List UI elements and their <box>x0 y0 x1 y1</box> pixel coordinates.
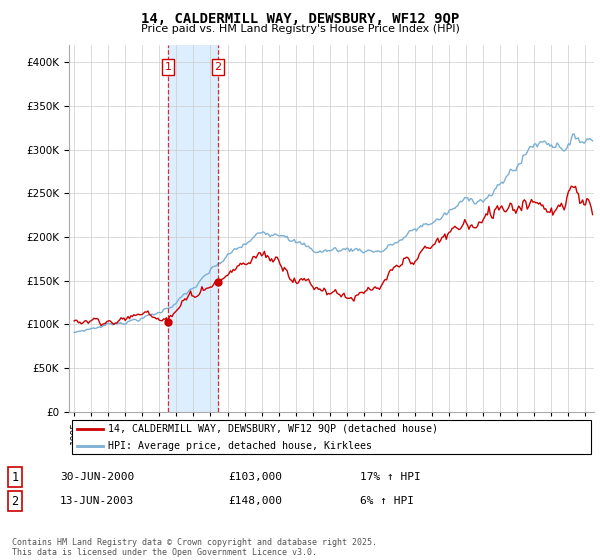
Text: 30-JUN-2000: 30-JUN-2000 <box>60 472 134 482</box>
Text: 14, CALDERMILL WAY, DEWSBURY, WF12 9QP (detached house): 14, CALDERMILL WAY, DEWSBURY, WF12 9QP (… <box>109 423 439 433</box>
Text: Contains HM Land Registry data © Crown copyright and database right 2025.
This d: Contains HM Land Registry data © Crown c… <box>12 538 377 557</box>
Bar <box>168 45 218 412</box>
FancyBboxPatch shape <box>71 420 592 455</box>
Text: £103,000: £103,000 <box>228 472 282 482</box>
Text: 6% ↑ HPI: 6% ↑ HPI <box>360 496 414 506</box>
Text: 14, CALDERMILL WAY, DEWSBURY, WF12 9QP: 14, CALDERMILL WAY, DEWSBURY, WF12 9QP <box>141 12 459 26</box>
Text: 1: 1 <box>164 62 172 72</box>
Text: 1: 1 <box>11 470 19 484</box>
Text: 2: 2 <box>11 494 19 508</box>
Text: £148,000: £148,000 <box>228 496 282 506</box>
Text: 13-JUN-2003: 13-JUN-2003 <box>60 496 134 506</box>
Text: 17% ↑ HPI: 17% ↑ HPI <box>360 472 421 482</box>
Text: 2: 2 <box>215 62 222 72</box>
Text: Price paid vs. HM Land Registry's House Price Index (HPI): Price paid vs. HM Land Registry's House … <box>140 24 460 34</box>
Text: HPI: Average price, detached house, Kirklees: HPI: Average price, detached house, Kirk… <box>109 441 373 451</box>
